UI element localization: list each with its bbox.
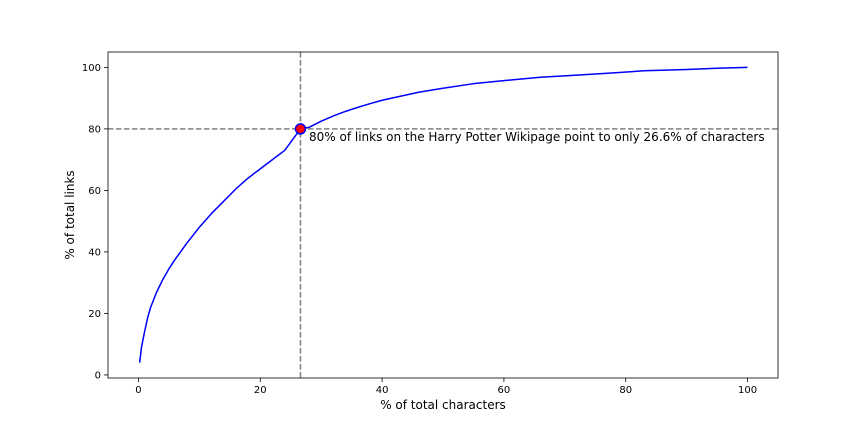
x-tick-label: 0: [135, 385, 141, 396]
y-tick-label: 0: [95, 370, 101, 381]
x-tick-label: 80: [619, 385, 632, 396]
x-axis-label: % of total characters: [380, 398, 506, 412]
y-tick-label: 20: [88, 309, 101, 320]
highlight-point: [294, 123, 307, 135]
x-tick-label: 100: [738, 385, 757, 396]
y-tick-label: 100: [82, 63, 101, 74]
chart-annotation: 80% of links on the Harry Potter Wikipag…: [309, 130, 765, 144]
y-tick-label: 80: [88, 124, 101, 135]
y-tick-label: 60: [88, 186, 101, 197]
y-axis-label: % of total links: [63, 170, 77, 259]
x-tick-label: 40: [376, 385, 389, 396]
plot-area: 0 20 40 60 80 100 0 20 40 60 80 100: [82, 51, 779, 396]
series-line-0: [138, 66, 748, 363]
y-tick-label: 40: [88, 247, 101, 258]
x-tick-label: 20: [254, 385, 267, 396]
axes-frame: [107, 51, 779, 379]
x-tick-label: 60: [498, 385, 511, 396]
